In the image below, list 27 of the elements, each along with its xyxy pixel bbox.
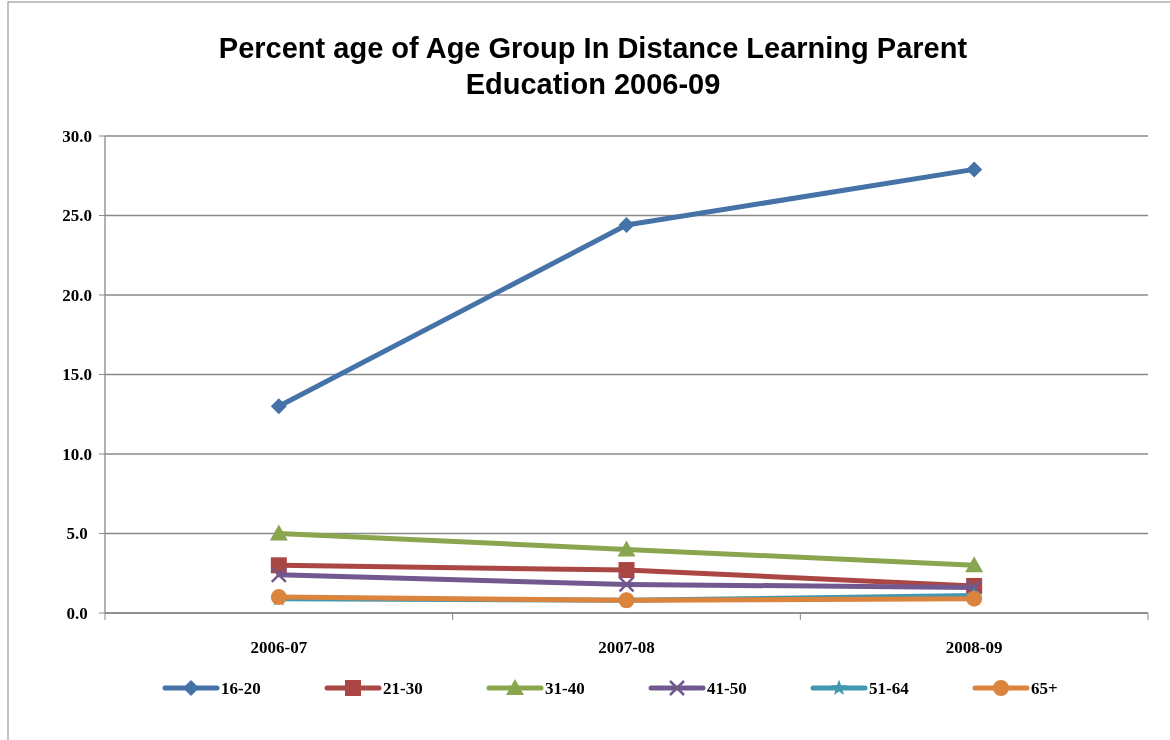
point <box>270 566 288 584</box>
legend-label: 16-20 <box>221 678 261 698</box>
y-tick-label: 20.0 <box>62 285 92 305</box>
point <box>966 590 983 607</box>
y-tick-label: 30.0 <box>62 126 92 146</box>
y-tick-label: 0.0 <box>66 603 88 623</box>
point <box>618 217 635 234</box>
legend-label: 51-64 <box>869 678 910 698</box>
point <box>617 540 636 557</box>
y-tick-label: 5.0 <box>66 524 88 544</box>
point <box>269 524 288 541</box>
y-tick-label: 15.0 <box>62 365 92 385</box>
x-tick-label: 2008-09 <box>945 638 1003 657</box>
y-tick-label: 10.0 <box>62 444 92 464</box>
point <box>965 556 984 573</box>
y-tick-label: 25.0 <box>62 206 92 226</box>
x-tick-label: 2007-08 <box>598 638 655 657</box>
point <box>618 576 635 593</box>
chart-title: Percent age of Age Group In Distance Learning Parent Education 2006-09 <box>218 32 968 100</box>
point <box>270 398 287 415</box>
point <box>618 562 635 579</box>
legend-label: 41-50 <box>707 678 747 698</box>
point <box>966 161 983 178</box>
legend-label: 31-40 <box>545 678 585 698</box>
legend-label: 21-30 <box>383 678 423 698</box>
legend-label: 65+ <box>1031 678 1058 698</box>
x-tick-label: 2006-07 <box>250 638 308 657</box>
